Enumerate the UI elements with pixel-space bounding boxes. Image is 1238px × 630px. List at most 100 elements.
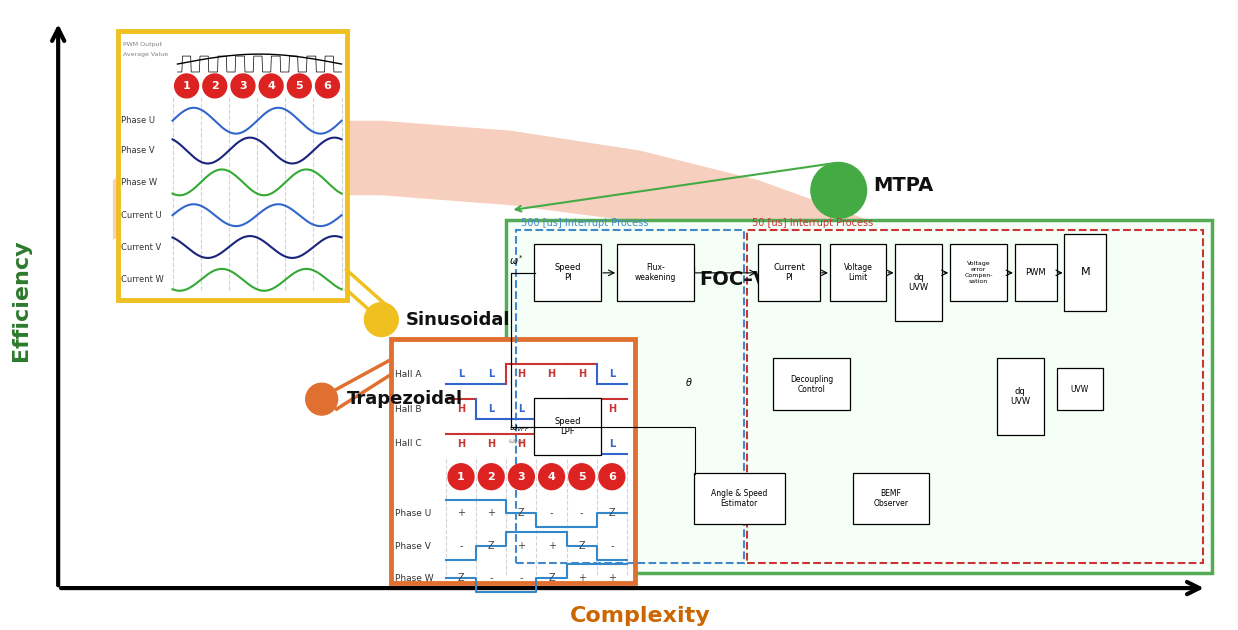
Text: Efficiency: Efficiency (11, 239, 31, 360)
Text: L: L (458, 369, 464, 379)
Text: Average Value: Average Value (123, 52, 168, 57)
Circle shape (811, 163, 867, 218)
Text: +: + (457, 508, 465, 518)
Text: L: L (548, 404, 555, 414)
Text: H: H (517, 439, 525, 449)
Text: Speed
LPF: Speed LPF (555, 417, 581, 436)
Text: Hall C: Hall C (395, 439, 422, 449)
Text: +: + (547, 541, 556, 551)
Text: Phase W: Phase W (395, 574, 433, 583)
Circle shape (175, 74, 198, 98)
Text: H: H (457, 404, 465, 414)
Text: 500 [us] Interrupt Process: 500 [us] Interrupt Process (520, 218, 647, 228)
FancyBboxPatch shape (997, 358, 1044, 435)
Text: UVW: UVW (1071, 385, 1089, 394)
Text: -: - (579, 508, 583, 518)
Text: -: - (550, 508, 553, 518)
Text: 2: 2 (210, 81, 219, 91)
Circle shape (203, 74, 227, 98)
FancyBboxPatch shape (895, 244, 942, 321)
FancyBboxPatch shape (1015, 244, 1056, 301)
Text: PWM Output: PWM Output (123, 42, 162, 47)
FancyBboxPatch shape (950, 244, 1006, 301)
Text: Sinusoidal: Sinusoidal (406, 311, 511, 329)
Text: 5: 5 (296, 81, 303, 91)
Text: 2: 2 (488, 472, 495, 482)
Text: L: L (609, 439, 615, 449)
Text: H: H (578, 404, 586, 414)
Text: Phase U: Phase U (121, 116, 155, 125)
Text: Flux-
weakening: Flux- weakening (635, 263, 676, 282)
FancyBboxPatch shape (505, 220, 1212, 573)
FancyBboxPatch shape (391, 340, 635, 583)
Text: 4: 4 (547, 472, 556, 482)
Text: Trapezoidal: Trapezoidal (347, 390, 463, 408)
Circle shape (568, 464, 594, 490)
Text: L: L (548, 439, 555, 449)
Text: L: L (488, 369, 494, 379)
Text: Hall A: Hall A (395, 370, 422, 379)
FancyBboxPatch shape (693, 472, 785, 524)
Text: 4: 4 (267, 81, 275, 91)
Text: L: L (609, 369, 615, 379)
Text: Decoupling
Control: Decoupling Control (790, 374, 833, 394)
Circle shape (478, 464, 504, 490)
Circle shape (539, 464, 565, 490)
Text: 6: 6 (323, 81, 332, 91)
Text: M: M (1081, 267, 1091, 277)
Text: dq
UVW: dq UVW (1010, 387, 1030, 406)
Text: $\theta$: $\theta$ (685, 376, 692, 388)
Text: Phase V: Phase V (395, 542, 431, 551)
Circle shape (509, 464, 535, 490)
Text: +: + (578, 573, 586, 583)
Text: Angle & Speed
Estimator: Angle & Speed Estimator (711, 489, 768, 508)
Circle shape (259, 74, 284, 98)
Text: MTPA: MTPA (874, 176, 933, 195)
Text: 6: 6 (608, 472, 615, 482)
FancyBboxPatch shape (1056, 369, 1103, 410)
Text: +: + (608, 573, 615, 583)
FancyBboxPatch shape (853, 472, 930, 524)
Text: H: H (578, 369, 586, 379)
Polygon shape (113, 121, 1057, 389)
Text: -: - (459, 541, 463, 551)
Text: H: H (547, 369, 556, 379)
Circle shape (232, 74, 255, 98)
Text: 5: 5 (578, 472, 586, 482)
FancyBboxPatch shape (758, 244, 820, 301)
Text: Voltage
Limit: Voltage Limit (844, 263, 873, 282)
Text: Z: Z (458, 573, 464, 583)
Text: -: - (520, 573, 524, 583)
Text: Phase V: Phase V (121, 146, 155, 155)
Text: Voltage
error
Compen-
sation: Voltage error Compen- sation (964, 261, 993, 284)
Text: L: L (488, 404, 494, 414)
Text: Z: Z (488, 541, 494, 551)
FancyBboxPatch shape (773, 358, 849, 410)
Text: H: H (517, 369, 525, 379)
Text: H: H (608, 404, 617, 414)
Text: $\omega^*$: $\omega^*$ (509, 253, 524, 267)
Circle shape (599, 464, 625, 490)
Text: Current W: Current W (121, 275, 163, 284)
Text: $\omega_{VFF}$: $\omega_{VFF}$ (508, 438, 525, 447)
FancyBboxPatch shape (829, 244, 886, 301)
Text: Current
PI: Current PI (773, 263, 805, 282)
Circle shape (645, 245, 695, 295)
Text: Z: Z (548, 573, 555, 583)
Text: +: + (517, 541, 525, 551)
Text: FOC–VC: FOC–VC (699, 270, 782, 289)
Text: Current U: Current U (121, 210, 161, 220)
Circle shape (364, 302, 399, 336)
Text: 3: 3 (239, 81, 246, 91)
FancyBboxPatch shape (118, 32, 347, 300)
FancyBboxPatch shape (535, 244, 602, 301)
FancyBboxPatch shape (535, 398, 602, 455)
Text: -: - (610, 541, 614, 551)
Text: PWM: PWM (1025, 268, 1046, 277)
Text: Current V: Current V (121, 243, 161, 251)
FancyBboxPatch shape (1065, 234, 1107, 311)
Text: Phase U: Phase U (395, 509, 432, 518)
Text: $\omega_{VFF}$: $\omega_{VFF}$ (509, 424, 530, 435)
Text: 3: 3 (517, 472, 525, 482)
Text: H: H (457, 439, 465, 449)
